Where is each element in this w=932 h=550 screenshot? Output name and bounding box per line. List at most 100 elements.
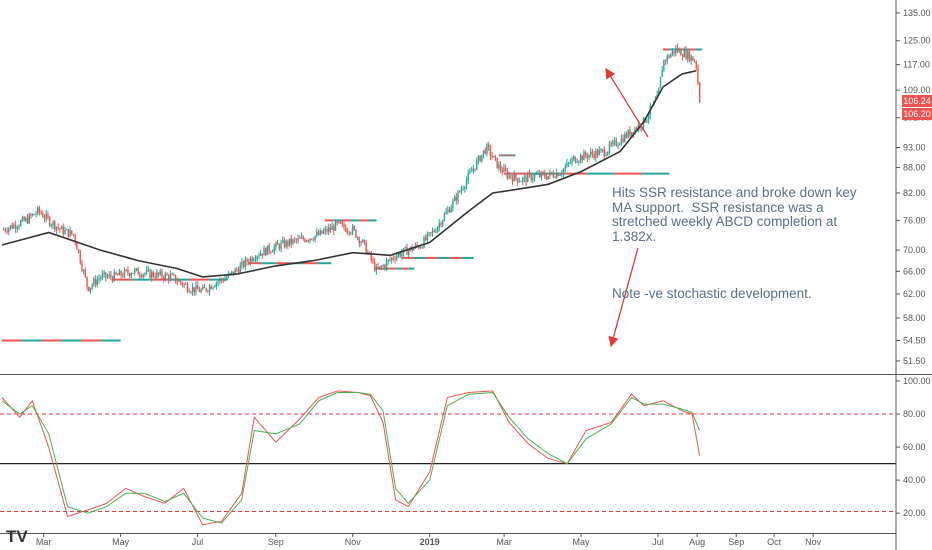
candle-body [4,229,7,231]
candle-body [637,124,640,130]
candle-body [127,270,129,274]
candle-body [377,266,379,269]
annotation-text: Hits SSR resistance and broke down key M… [612,157,872,316]
price-tick-label: 109.00 [903,85,931,95]
candle-body [265,247,267,255]
candle-body [159,271,161,275]
candle-body [8,228,10,232]
candle-body [101,274,104,278]
candle-body [351,226,354,233]
candle-body [147,269,150,271]
candle-body [681,55,684,58]
candle-body [161,271,163,278]
candle-body [362,239,364,243]
candle-body [89,287,92,292]
candle-body [236,269,238,270]
candle-body [394,259,396,260]
candle-body [573,156,575,159]
candle-body [533,174,536,179]
candle-body [601,149,604,151]
candle-body [584,152,587,156]
candle-body [326,228,328,232]
candle-body [692,56,694,61]
price-tick-label: 51.50 [903,356,926,366]
candle-body [251,257,253,261]
candle-body [590,151,592,155]
candle-body [484,150,486,154]
candle-body [208,285,211,292]
candle-body [520,181,522,183]
candle-body [31,214,34,216]
candle-body [339,221,342,224]
candle-body [392,258,395,260]
candle-body [13,224,15,229]
candle-body [620,137,623,144]
candle-body [549,172,551,176]
candle-body [368,252,371,253]
stochastic-pane [0,390,896,526]
candle-body [173,274,175,276]
candle-body [224,278,226,282]
candle-body [540,172,543,177]
candle-body [96,279,98,285]
candle-body [470,171,473,172]
candle-body [605,154,607,156]
arrow-to-stochastic [608,247,639,348]
candle-body [309,238,311,241]
candle-body [683,50,686,58]
candle-body [396,255,398,260]
time-tick-label: Mar [496,537,512,547]
candle-body [115,272,117,275]
candle-body [244,259,247,267]
candle-body [220,278,223,280]
candle-body [225,277,228,279]
candle-body [622,137,624,143]
candle-body [489,147,492,156]
time-tick-label: Jul [652,537,664,547]
candle-body [103,272,105,275]
candle-body [200,289,202,293]
candle-body [60,226,63,230]
candle-body [62,226,64,234]
candle-body [372,259,374,262]
candle-body [338,221,340,223]
candle-body [125,269,127,271]
candle-body [307,240,309,242]
candle-body [203,286,206,289]
candle-body [373,261,376,271]
candle-body [424,237,427,240]
candle-body [586,155,589,158]
candle-body [212,287,214,289]
candle-body [496,157,498,169]
candle-body [630,132,633,136]
candle-body [193,287,195,293]
stoch-tick-label: 20.00 [903,508,926,518]
candle-body [670,54,672,58]
annotation-line-1: Hits SSR resistance and broke down key M… [612,185,861,244]
candle-body [486,144,488,154]
candle-body [343,223,345,228]
candle-body [336,221,338,223]
candle-body [363,239,366,242]
candle-body [283,240,286,247]
candle-body [144,273,146,275]
candle-body [390,258,393,261]
candle-body [625,133,628,138]
candle-body [213,286,216,288]
candle-body [28,214,30,224]
candle-body [297,238,299,241]
candle-body [55,226,58,230]
candle-body [94,279,97,285]
candle-body [130,273,133,276]
candle-body [421,247,423,249]
candle-body [608,143,611,152]
candle-body [9,225,12,229]
candle-body [397,253,400,256]
candle-body [467,173,469,181]
candle-body [530,174,532,181]
candle-body [239,265,241,273]
candle-body [493,155,495,158]
candle-body [287,240,289,246]
candle-body [593,154,595,159]
